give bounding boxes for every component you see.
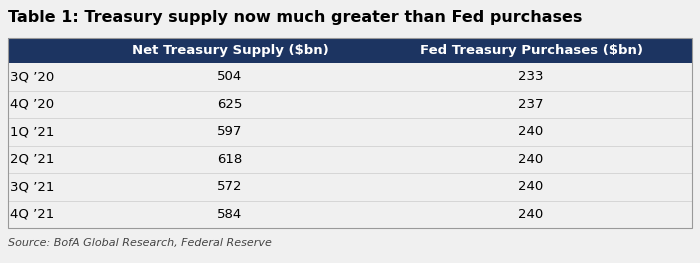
Text: 1Q ’21: 1Q ’21 — [10, 125, 55, 138]
Text: 4Q ’20: 4Q ’20 — [10, 98, 54, 111]
Text: Net Treasury Supply ($bn): Net Treasury Supply ($bn) — [132, 44, 328, 57]
Bar — [8, 38, 692, 228]
Text: 240: 240 — [519, 125, 544, 138]
Text: 3Q ’21: 3Q ’21 — [10, 180, 55, 193]
Text: 618: 618 — [218, 153, 243, 166]
Text: 504: 504 — [218, 70, 243, 83]
Text: 3Q ’20: 3Q ’20 — [10, 70, 55, 83]
Text: Table 1: Treasury supply now much greater than Fed purchases: Table 1: Treasury supply now much greate… — [8, 10, 582, 25]
Text: 233: 233 — [518, 70, 544, 83]
Text: Source: BofA Global Research, Federal Reserve: Source: BofA Global Research, Federal Re… — [8, 238, 272, 248]
Text: 597: 597 — [217, 125, 243, 138]
Text: 237: 237 — [518, 98, 544, 111]
Text: Fed Treasury Purchases ($bn): Fed Treasury Purchases ($bn) — [419, 44, 643, 57]
Bar — [8, 38, 692, 63]
Text: 240: 240 — [519, 208, 544, 221]
Text: 240: 240 — [519, 180, 544, 193]
Text: 584: 584 — [218, 208, 243, 221]
Text: 240: 240 — [519, 153, 544, 166]
Text: 4Q ’21: 4Q ’21 — [10, 208, 55, 221]
Text: 2Q ’21: 2Q ’21 — [10, 153, 55, 166]
Text: 572: 572 — [217, 180, 243, 193]
Text: 625: 625 — [217, 98, 243, 111]
